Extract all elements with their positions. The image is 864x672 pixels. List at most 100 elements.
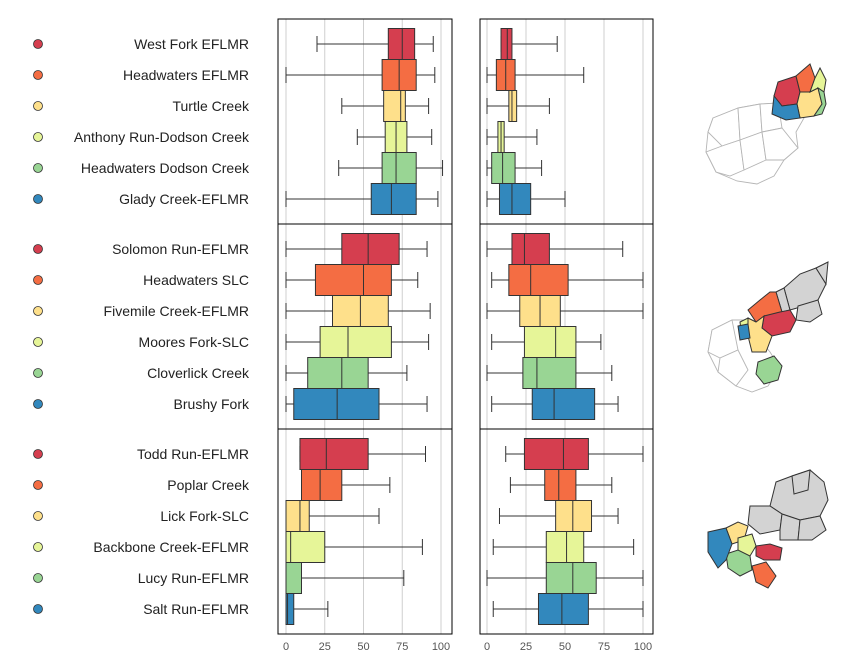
legend-dot xyxy=(33,132,43,142)
box-left xyxy=(356,121,433,153)
iqr-box xyxy=(537,593,589,625)
x-tick-label: 50 xyxy=(357,641,369,653)
legend-dot xyxy=(33,368,43,378)
iqr-box xyxy=(299,438,369,470)
iqr-box xyxy=(500,28,513,60)
iqr-box xyxy=(508,90,518,122)
iqr-box xyxy=(511,233,550,265)
legend-dot xyxy=(33,337,43,347)
box-left xyxy=(341,90,430,122)
iqr-box xyxy=(285,500,310,532)
row-label: Lick Fork-SLC xyxy=(160,508,249,524)
x-axis-ticks: 0 25 50 75 100 0 25 50 75 100 xyxy=(283,641,652,653)
row-label: Brushy Fork xyxy=(174,396,250,412)
box-right xyxy=(509,469,613,501)
legend-dot xyxy=(33,542,43,552)
box-right xyxy=(491,326,602,358)
legend-dot xyxy=(33,39,43,49)
box-left xyxy=(285,264,419,296)
locator-map-bottom xyxy=(707,469,829,589)
iqr-box xyxy=(307,357,369,389)
row-label: Todd Run-EFLMR xyxy=(137,446,249,462)
row-label: Turtle Creek xyxy=(172,98,250,114)
iqr-box xyxy=(545,531,585,563)
x-tick-label: 75 xyxy=(598,641,610,653)
iqr-box xyxy=(544,469,577,501)
box-right xyxy=(486,562,644,594)
iqr-box xyxy=(555,500,593,532)
box-left xyxy=(285,183,439,215)
row-label: West Fork EFLMR xyxy=(134,36,249,52)
map-region-blue xyxy=(737,323,751,341)
box-left xyxy=(285,295,431,327)
x-tick-label: 0 xyxy=(484,641,490,653)
row-label: Glady Creek-EFLMR xyxy=(119,191,249,207)
legend-dot xyxy=(33,275,43,285)
row-label: Backbone Creek-EFLMR xyxy=(93,539,249,555)
x-tick-label: 0 xyxy=(283,641,289,653)
locator-map-top xyxy=(705,63,827,185)
panel-frame xyxy=(479,18,654,635)
legend-dot xyxy=(33,306,43,316)
box-right xyxy=(498,500,619,532)
box-right xyxy=(500,28,558,60)
legend-dot xyxy=(33,244,43,254)
iqr-box xyxy=(508,264,569,296)
row-label: Solomon Run-EFLMR xyxy=(112,241,249,257)
row-label: Lucy Run-EFLMR xyxy=(138,570,249,586)
row-label: Headwaters SLC xyxy=(143,272,249,288)
row-label: Headwaters Dodson Creek xyxy=(81,160,250,176)
map-region-blue xyxy=(771,94,801,121)
iqr-box xyxy=(498,183,532,215)
row-label: Fivemile Creek-EFLMR xyxy=(104,303,249,319)
box-right xyxy=(486,59,585,91)
box-layer xyxy=(285,28,644,625)
box-right xyxy=(492,593,644,625)
row-label: Moores Fork-SLC xyxy=(139,334,249,350)
map-region-red xyxy=(755,543,783,561)
iqr-box xyxy=(387,28,416,60)
legend-dot xyxy=(33,399,43,409)
box-right xyxy=(486,90,550,122)
x-tick-label: 25 xyxy=(520,641,532,653)
map-region-green xyxy=(725,549,753,577)
box-left xyxy=(285,59,436,91)
iqr-box xyxy=(319,326,392,358)
box-left xyxy=(338,152,444,184)
x-tick-label: 50 xyxy=(559,641,571,653)
legend-dot xyxy=(33,511,43,521)
row-label: Cloverlick Creek xyxy=(147,365,250,381)
legend-dot xyxy=(33,449,43,459)
x-tick-label: 100 xyxy=(432,641,450,653)
iqr-box xyxy=(491,152,516,184)
panel-frames xyxy=(277,18,654,635)
box-left xyxy=(316,28,434,60)
iqr-box xyxy=(545,562,597,594)
legend-dot xyxy=(33,70,43,80)
iqr-box xyxy=(285,562,302,594)
box-left xyxy=(301,469,391,501)
iqr-box xyxy=(522,357,577,389)
box-right xyxy=(505,438,644,470)
map-region-orange xyxy=(751,561,777,589)
box-right xyxy=(486,183,566,215)
row-label: Anthony Run-Dodson Creek xyxy=(74,129,250,145)
map-region-yellow xyxy=(747,314,773,353)
box-right xyxy=(486,233,624,265)
iqr-box xyxy=(293,388,380,420)
row-label: Headwaters EFLMR xyxy=(123,67,249,83)
box-right xyxy=(486,121,538,153)
legend-dot xyxy=(33,604,43,614)
iqr-box xyxy=(285,531,326,563)
legend-dot xyxy=(33,101,43,111)
box-left xyxy=(285,531,423,563)
box-right xyxy=(486,152,543,184)
box-left xyxy=(299,438,426,470)
row-labels: West Fork EFLMR Headwaters EFLMR Turtle Cr… xyxy=(33,36,250,617)
box-left xyxy=(285,326,430,358)
iqr-box xyxy=(381,152,417,184)
x-tick-label: 75 xyxy=(396,641,408,653)
map-region-blue xyxy=(707,527,733,569)
row-label: Poplar Creek xyxy=(167,477,250,493)
